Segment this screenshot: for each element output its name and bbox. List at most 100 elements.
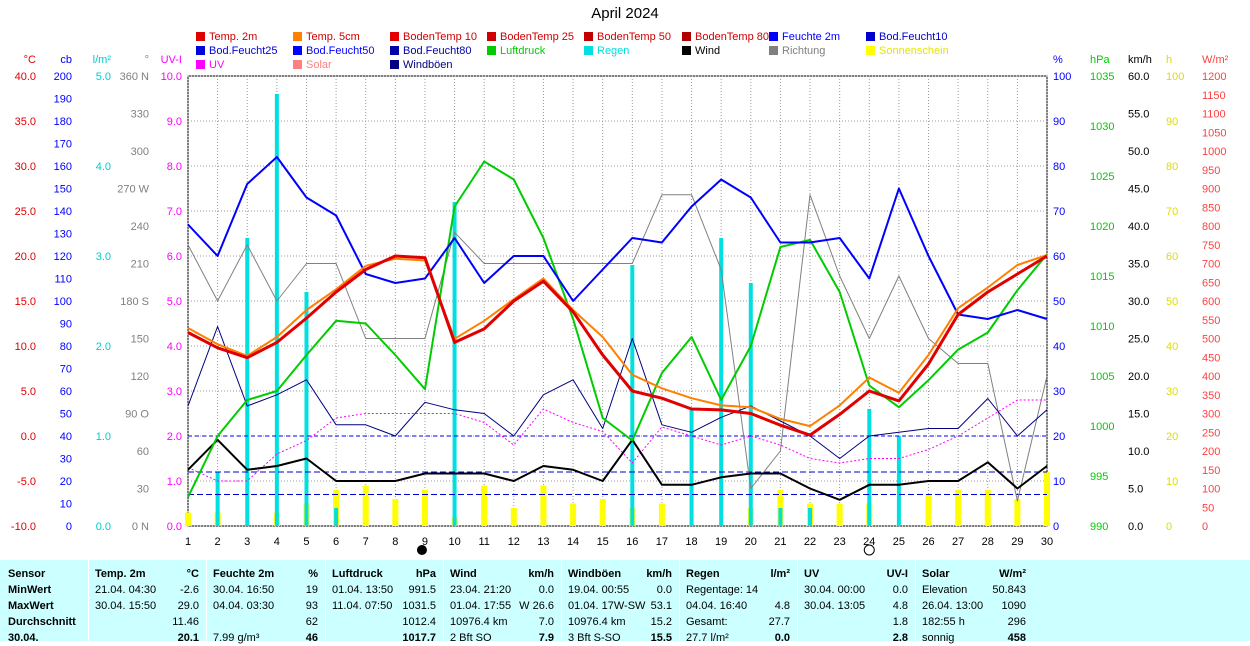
legend-swatch [196, 60, 205, 69]
axis-uv-tick: 9.0 [167, 116, 182, 128]
gust-max-time: 01.04. 17W-SW [568, 600, 646, 612]
axis-rain-tick: 3.0 [96, 251, 111, 263]
axis-uv-tick: 10.0 [161, 71, 182, 83]
axis-wind-tick: 0.0 [1128, 521, 1143, 533]
wind-unit: km/h [528, 568, 554, 580]
axis-solar-tick: 750 [1202, 240, 1220, 252]
axis-solar-tick: 700 [1202, 259, 1220, 271]
sunshine-bar [955, 490, 962, 526]
axis-cb-tick: 90 [60, 319, 72, 331]
axis-uv-tick: 7.0 [167, 206, 182, 218]
temp-min: -2.6 [180, 584, 199, 596]
axis-cb-tick: 50 [60, 409, 72, 421]
legend-label: Solar [306, 59, 332, 71]
axis-cb-tick: 170 [54, 139, 72, 151]
press-min: 991.5 [408, 584, 436, 596]
axis-wind-tick: 10.0 [1128, 446, 1149, 458]
solar-day: 458 [1007, 632, 1026, 644]
rain-bar [778, 508, 783, 526]
rain-bar [689, 409, 694, 526]
wind-min-time: 23.04. 21:20 [450, 584, 512, 596]
axis-sun-tick: 0 [1166, 521, 1172, 533]
axis-hum-tick: 80 [1053, 161, 1065, 173]
axis-hum-tick: 70 [1053, 206, 1065, 218]
axis-uv-tick: 8.0 [167, 161, 182, 173]
chart-title: April 2024 [591, 5, 659, 22]
legend-swatch [487, 32, 496, 41]
row-label-sensor: Sensor [8, 568, 46, 580]
x-tick-label: 15 [597, 536, 609, 548]
hum-day-extra: 7.99 g/m³ [213, 632, 260, 644]
axis-dir-tick: 60 [137, 446, 149, 458]
sunshine-bar [481, 485, 488, 526]
axis-dir-tick: 270 W [117, 184, 149, 196]
press-max-time: 11.04. 07:50 [332, 600, 393, 612]
axis-dir-tick: 120 [131, 371, 149, 383]
x-tick-label: 1 [185, 536, 191, 548]
axis-hum-tick: 100 [1053, 71, 1071, 83]
rain-max-time: 04.04. 16:40 [686, 600, 748, 612]
axis-wind-tick: 40.0 [1128, 221, 1149, 233]
axis-cb-tick: 0 [66, 521, 72, 533]
rain-bar [245, 238, 250, 526]
series-temp2m [187, 254, 1048, 437]
uv-day: 2.8 [892, 632, 908, 644]
series-windboeen [187, 326, 1048, 459]
legend-swatch [769, 46, 778, 55]
temp-avg: 11.46 [172, 616, 199, 628]
new-moon-icon [416, 545, 427, 555]
axis-solar-tick: 400 [1202, 371, 1220, 383]
axis-press-unit: hPa [1090, 54, 1110, 66]
sunshine-bar [1044, 472, 1050, 526]
axis-dir-tick: 30 [137, 484, 149, 496]
temp-min-time: 21.04. 04:30 [95, 584, 157, 596]
rain-bar [452, 202, 457, 526]
press-header: Luftdruck [332, 568, 383, 580]
axis-solar-tick: 300 [1202, 409, 1220, 421]
legend-swatch [866, 46, 875, 55]
solar-max-time: 26.04. 13:00 [922, 600, 984, 612]
legend-item: Temp. 2m [196, 30, 257, 44]
hum-max-time: 04.04. 03:30 [213, 600, 275, 612]
axis-sun-tick: 90 [1166, 116, 1178, 128]
axis-dir-tick: 180 S [120, 296, 149, 308]
x-tick-label: 3 [244, 536, 250, 548]
axis-temp-tick: 20.0 [15, 251, 36, 263]
x-tick-label: 17 [656, 536, 668, 548]
press-unit: hPa [415, 568, 436, 580]
legend-item: Temp. 5cm [293, 30, 360, 44]
solar-sun-val: 296 [1007, 616, 1026, 628]
axis-hum-tick: 50 [1053, 296, 1065, 308]
legend-item: Bod.Feucht50 [293, 44, 375, 58]
temp-day: 20.1 [177, 632, 199, 644]
rain-total: 27.7 [768, 616, 790, 628]
axis-wind-tick: 15.0 [1128, 409, 1149, 421]
uv-avg: 1.8 [892, 616, 908, 628]
rain-bar [748, 283, 753, 526]
x-tick-label: 16 [626, 536, 638, 548]
sunshine-bar [185, 512, 191, 526]
axis-wind-tick: 35.0 [1128, 259, 1149, 271]
gust-distance: 10976.4 km [568, 616, 626, 628]
rain-bar [808, 508, 813, 526]
legend-label: Temp. 5cm [306, 31, 360, 43]
sunshine-bar [925, 494, 932, 526]
full-moon-icon [863, 544, 875, 556]
x-tick-label: 18 [685, 536, 697, 548]
legend-label: Temp. 2m [209, 31, 258, 43]
legend-item: Solar [293, 58, 332, 72]
axis-wind-tick: 45.0 [1128, 184, 1149, 196]
x-tick-label: 22 [804, 536, 816, 548]
uv-unit: UV-I [886, 568, 908, 580]
axis-uv-tick: 0.0 [167, 521, 182, 533]
x-tick-label: 20 [745, 536, 757, 548]
x-tick-label: 21 [774, 536, 786, 548]
axis-solar-tick: 900 [1202, 184, 1220, 196]
axis-solar-tick: 950 [1202, 165, 1220, 177]
legend-swatch [293, 46, 302, 55]
axis-rain-tick: 2.0 [96, 341, 111, 353]
axis-solar-tick: 1000 [1202, 146, 1226, 158]
legend-label: Bod.Feucht80 [403, 45, 472, 57]
solar-unit: W/m² [999, 568, 1026, 580]
rain-bar [719, 238, 724, 526]
